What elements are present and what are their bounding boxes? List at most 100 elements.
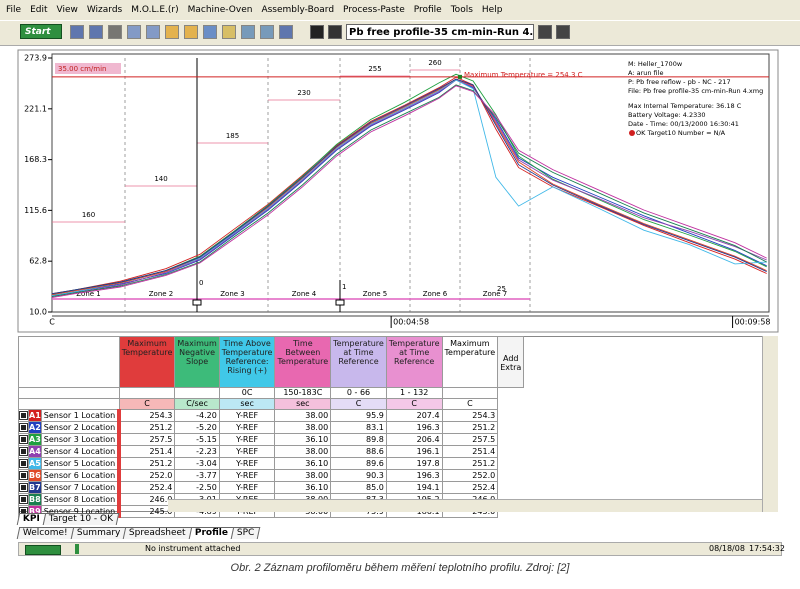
view-tab[interactable]: Profile bbox=[189, 527, 235, 539]
checkbox[interactable] bbox=[19, 495, 28, 504]
sensor-value: 252.4 bbox=[119, 482, 175, 494]
sensor-name: Sensor 6 Location bbox=[41, 470, 119, 482]
sensor-value: Y-REF bbox=[219, 410, 275, 422]
setpoint-label: 140 bbox=[154, 175, 167, 183]
checkbox[interactable] bbox=[19, 471, 28, 480]
status-indicator bbox=[25, 545, 61, 555]
zone-label: Zone 5 bbox=[363, 290, 388, 298]
column-range: 1 - 132 bbox=[386, 388, 442, 399]
sensor-value: 38.00 bbox=[275, 422, 331, 434]
sensor-value: 252.0 bbox=[119, 470, 175, 482]
y-tick-label: 221.1 bbox=[24, 104, 47, 113]
check-mark bbox=[21, 473, 26, 478]
tab-label: Profile bbox=[195, 528, 228, 539]
check-mark bbox=[21, 461, 26, 466]
sensor-value: 251.4 bbox=[442, 446, 498, 458]
y-unit: C bbox=[49, 318, 55, 327]
tab-label: Welcome! bbox=[23, 528, 68, 539]
sensor-value: Y-REF bbox=[219, 446, 275, 458]
tab-label: SPC bbox=[237, 528, 254, 539]
checkbox[interactable] bbox=[19, 447, 28, 456]
check-mark bbox=[21, 497, 26, 502]
max-temperature-label: Maximum Temperature = 254.3 C bbox=[464, 71, 583, 79]
sensor-id: B6 bbox=[29, 470, 42, 482]
sensor-id: B8 bbox=[29, 494, 42, 506]
view-tab[interactable]: SPC bbox=[231, 527, 261, 539]
ok-indicator bbox=[629, 130, 635, 136]
checkbox-cell bbox=[19, 470, 29, 482]
checkbox[interactable] bbox=[19, 459, 28, 468]
checkbox[interactable] bbox=[19, 483, 28, 492]
table-body: Maximum TemperatureMaximum Negative Slop… bbox=[19, 337, 524, 518]
sensor-value: 251.2 bbox=[442, 422, 498, 434]
checkbox[interactable] bbox=[19, 411, 28, 420]
add-extra[interactable]: Add Extra bbox=[498, 337, 524, 388]
marker-label: 25 bbox=[497, 285, 506, 293]
sensor-row: A5Sensor 5 Location251.2-3.04Y-REF36.108… bbox=[19, 458, 524, 470]
sensor-value: 196.1 bbox=[386, 446, 442, 458]
check-mark bbox=[21, 449, 26, 454]
kpi-tab[interactable]: Target 10 - OK bbox=[43, 513, 120, 525]
setpoint-label: 255 bbox=[368, 65, 381, 73]
marker-label: 1 bbox=[342, 283, 346, 291]
checkbox[interactable] bbox=[19, 435, 28, 444]
sensor-name: Sensor 8 Location bbox=[41, 494, 119, 506]
horizontal-scrollbar[interactable] bbox=[168, 499, 762, 512]
sensor-value: 38.00 bbox=[275, 470, 331, 482]
header-row: Maximum TemperatureMaximum Negative Slop… bbox=[19, 337, 524, 388]
max-temperature-point bbox=[458, 75, 462, 79]
view-tabs: Welcome! Summary Spreadsheet Profile SPC bbox=[18, 526, 259, 539]
checkbox-cell bbox=[19, 434, 29, 446]
blank-cell bbox=[19, 388, 120, 399]
sensor-value: 252.0 bbox=[442, 470, 498, 482]
column-unit: C bbox=[119, 399, 175, 410]
tab-label: Spreadsheet bbox=[129, 528, 186, 539]
column-unit: C bbox=[331, 399, 387, 410]
sensor-value: 88.6 bbox=[331, 446, 387, 458]
sensor-value: 251.2 bbox=[119, 458, 175, 470]
zone-label: Zone 2 bbox=[149, 290, 174, 298]
column-range: 150-183C bbox=[275, 388, 331, 399]
vertical-scrollbar[interactable] bbox=[762, 336, 778, 512]
sensor-value: Y-REF bbox=[219, 434, 275, 446]
sensor-value: 252.4 bbox=[442, 482, 498, 494]
view-tab[interactable]: Spreadsheet bbox=[123, 527, 192, 539]
sensor-name: Sensor 4 Location bbox=[41, 446, 119, 458]
status-time: 17:54:32 bbox=[749, 544, 785, 553]
column-unit: sec bbox=[275, 399, 331, 410]
sensor-value: Y-REF bbox=[219, 458, 275, 470]
column-unit: sec bbox=[219, 399, 275, 410]
sensor-value: -2.50 bbox=[175, 482, 219, 494]
sensor-value: -3.77 bbox=[175, 470, 219, 482]
sensor-value: 36.10 bbox=[275, 482, 331, 494]
x-tick-label: 00:09:58 bbox=[735, 318, 771, 327]
column-range bbox=[442, 388, 498, 399]
sensor-value: 246.0 bbox=[119, 494, 175, 506]
sensor-value: 245.0 bbox=[119, 506, 175, 518]
column-header: Temperature at Time Reference bbox=[331, 337, 387, 388]
checkbox-cell bbox=[19, 458, 29, 470]
kpi-tabs: KPITarget 10 - OK bbox=[18, 512, 117, 525]
info-line: M: Heller_1700w bbox=[628, 60, 683, 68]
kpi-tab[interactable]: KPI bbox=[17, 513, 46, 525]
sensor-value: 36.10 bbox=[275, 434, 331, 446]
sensor-value: -5.20 bbox=[175, 422, 219, 434]
sensor-id: A3 bbox=[29, 434, 42, 446]
blank-cell bbox=[19, 337, 120, 388]
tab-label: KPI bbox=[23, 514, 40, 525]
tab-label: Summary bbox=[77, 528, 121, 539]
column-header: Maximum Negative Slope bbox=[175, 337, 219, 388]
checkbox[interactable] bbox=[19, 423, 28, 432]
view-tab[interactable]: Summary bbox=[71, 527, 127, 539]
y-tick-label: 115.6 bbox=[24, 206, 47, 215]
sensor-value: -4.20 bbox=[175, 410, 219, 422]
sensor-value: 89.8 bbox=[331, 434, 387, 446]
y-tick-label: 168.3 bbox=[24, 155, 47, 164]
sensor-value: 196.3 bbox=[386, 470, 442, 482]
view-tab[interactable]: Welcome! bbox=[17, 527, 74, 539]
conveyor-speed: 35.00 cm/min bbox=[58, 65, 107, 73]
status-message: No instrument attached bbox=[145, 544, 240, 553]
status-bar: No instrument attached08/18/0817:54:32 bbox=[18, 542, 782, 556]
checkbox-cell bbox=[19, 482, 29, 494]
